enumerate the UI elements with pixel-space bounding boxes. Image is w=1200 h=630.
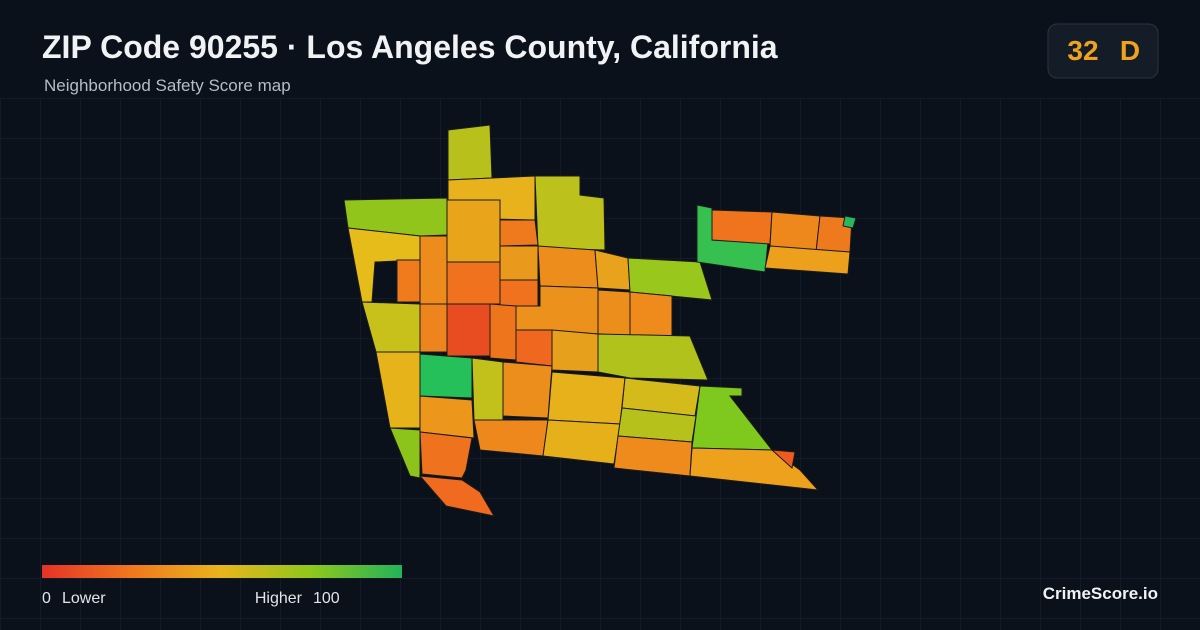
brand: CrimeScore.io xyxy=(1043,584,1158,603)
legend-bar xyxy=(42,565,402,578)
legend-max-label: Higher xyxy=(255,590,303,607)
zip-map xyxy=(343,124,857,517)
subtitle: Neighborhood Safety Score map xyxy=(44,76,291,95)
legend-max: 100 xyxy=(313,590,340,607)
score-grade: D xyxy=(1120,35,1140,66)
score-value: 32 xyxy=(1067,35,1098,66)
legend-min: 0 xyxy=(42,590,51,607)
score-badge: 32 D xyxy=(1047,23,1159,79)
title: ZIP Code 90255 · Los Angeles County, Cal… xyxy=(42,29,778,65)
badge-box xyxy=(1047,23,1159,79)
legend: 0 Lower Higher 100 xyxy=(42,565,402,607)
legend-min-label: Lower xyxy=(62,590,106,607)
